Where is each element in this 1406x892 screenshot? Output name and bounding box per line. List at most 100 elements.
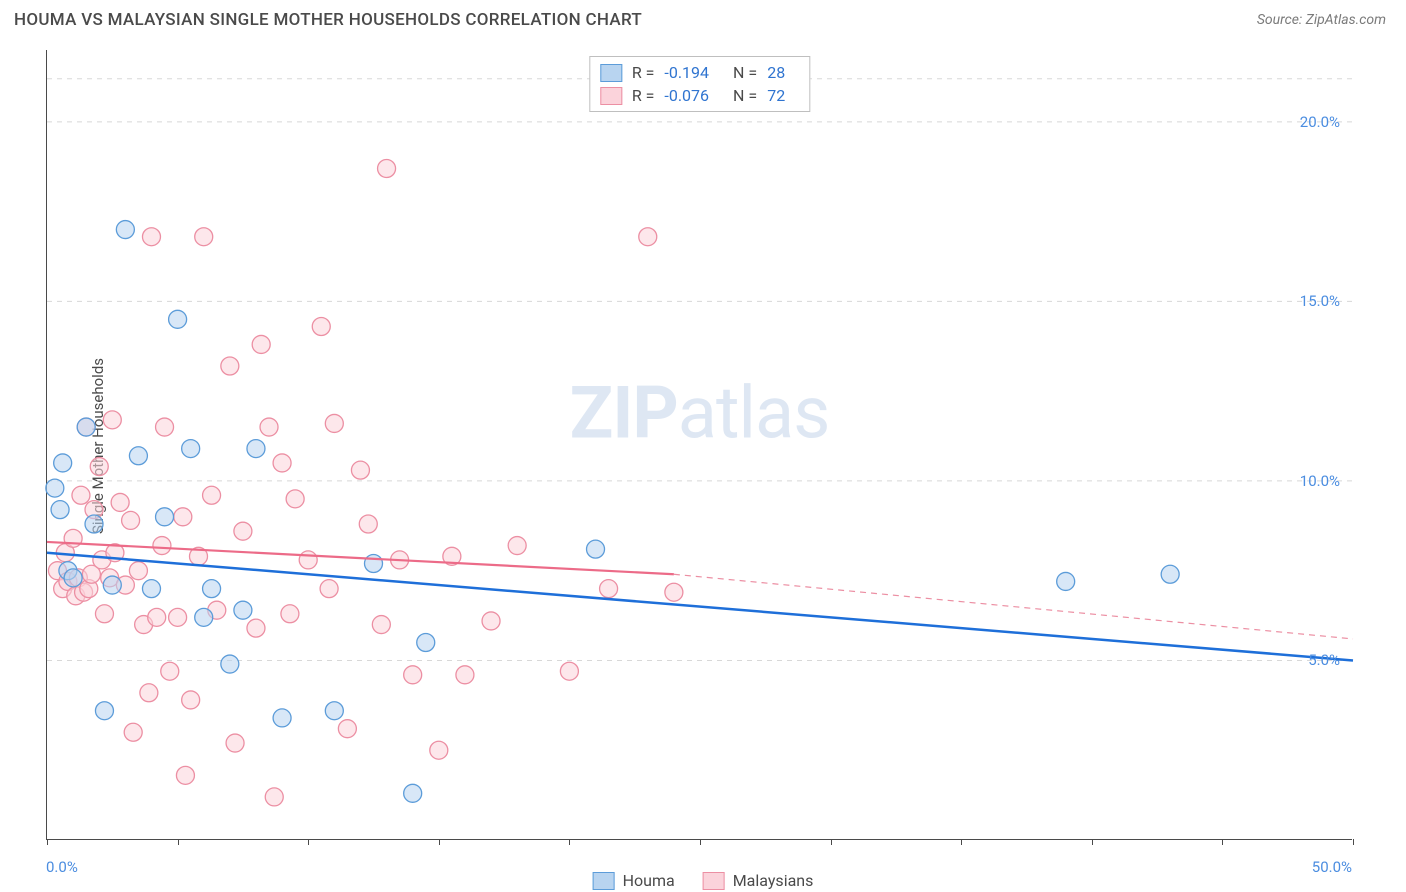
data-point bbox=[1057, 572, 1075, 590]
legend-row-malaysians: R = -0.076 N = 72 bbox=[600, 84, 799, 107]
data-point bbox=[404, 784, 422, 802]
data-point bbox=[320, 580, 338, 598]
chart-plot-area: ZIPatlas R = -0.194 N = 28 R = -0.076 N … bbox=[46, 50, 1352, 840]
data-point bbox=[587, 540, 605, 558]
data-point bbox=[148, 608, 166, 626]
data-point bbox=[247, 440, 265, 458]
data-point bbox=[54, 454, 72, 472]
data-point bbox=[129, 562, 147, 580]
data-point bbox=[286, 490, 304, 508]
data-point bbox=[639, 228, 657, 246]
data-point bbox=[77, 418, 95, 436]
data-point bbox=[116, 221, 134, 239]
data-point bbox=[234, 601, 252, 619]
data-point bbox=[281, 605, 299, 623]
x-tick bbox=[1353, 839, 1354, 845]
data-point bbox=[169, 608, 187, 626]
data-point bbox=[404, 666, 422, 684]
data-point bbox=[182, 691, 200, 709]
legend-item-malaysians: Malaysians bbox=[703, 871, 814, 890]
data-point bbox=[372, 616, 390, 634]
series-legend: Houma Malaysians bbox=[593, 871, 814, 890]
data-point bbox=[161, 662, 179, 680]
y-tick-label: 15.0% bbox=[1300, 292, 1340, 310]
data-point bbox=[482, 612, 500, 630]
swatch-houma-bottom bbox=[593, 872, 615, 890]
data-point bbox=[103, 411, 121, 429]
correlation-legend: R = -0.194 N = 28 R = -0.076 N = 72 bbox=[589, 56, 810, 112]
data-point bbox=[1161, 565, 1179, 583]
data-point bbox=[365, 555, 383, 573]
data-point bbox=[95, 605, 113, 623]
n-label-malaysians: N = bbox=[733, 86, 757, 105]
x-tick bbox=[47, 839, 48, 845]
trend-line bbox=[674, 574, 1353, 639]
data-point bbox=[156, 508, 174, 526]
x-tick bbox=[1222, 839, 1223, 845]
legend-row-houma: R = -0.194 N = 28 bbox=[600, 61, 799, 84]
data-point bbox=[351, 461, 369, 479]
data-point bbox=[182, 440, 200, 458]
swatch-houma bbox=[600, 64, 622, 82]
x-tick bbox=[439, 839, 440, 845]
data-point bbox=[203, 580, 221, 598]
r-value-malaysians: -0.076 bbox=[664, 86, 709, 105]
data-point bbox=[600, 580, 618, 598]
swatch-malaysians-bottom bbox=[703, 872, 725, 890]
data-point bbox=[312, 318, 330, 336]
y-tick-label: 10.0% bbox=[1300, 472, 1340, 490]
r-value-houma: -0.194 bbox=[664, 63, 709, 82]
n-value-houma: 28 bbox=[767, 63, 785, 82]
n-label-houma: N = bbox=[733, 63, 757, 82]
legend-item-houma: Houma bbox=[593, 871, 675, 890]
x-min-label: 0.0% bbox=[46, 858, 78, 876]
data-point bbox=[64, 569, 82, 587]
data-point bbox=[176, 766, 194, 784]
data-point bbox=[359, 515, 377, 533]
data-point bbox=[195, 228, 213, 246]
data-point bbox=[273, 709, 291, 727]
r-label-malaysians: R = bbox=[632, 86, 655, 105]
x-tick bbox=[178, 839, 179, 845]
x-max-label: 50.0% bbox=[1312, 858, 1352, 876]
data-point bbox=[174, 508, 192, 526]
data-point bbox=[124, 723, 142, 741]
data-point bbox=[560, 662, 578, 680]
legend-label-houma: Houma bbox=[623, 871, 675, 890]
x-tick bbox=[961, 839, 962, 845]
data-point bbox=[142, 228, 160, 246]
data-point bbox=[195, 608, 213, 626]
data-point bbox=[156, 418, 174, 436]
data-point bbox=[140, 684, 158, 702]
data-point bbox=[325, 702, 343, 720]
data-point bbox=[226, 734, 244, 752]
data-point bbox=[265, 788, 283, 806]
data-point bbox=[221, 655, 239, 673]
x-tick bbox=[308, 839, 309, 845]
r-label-houma: R = bbox=[632, 63, 655, 82]
scatter-svg bbox=[47, 50, 1352, 839]
data-point bbox=[85, 515, 103, 533]
data-point bbox=[111, 493, 129, 511]
data-point bbox=[325, 414, 343, 432]
data-point bbox=[456, 666, 474, 684]
data-point bbox=[103, 576, 121, 594]
data-point bbox=[122, 511, 140, 529]
data-point bbox=[72, 486, 90, 504]
x-tick bbox=[700, 839, 701, 845]
data-point bbox=[299, 551, 317, 569]
data-point bbox=[95, 702, 113, 720]
data-point bbox=[338, 720, 356, 738]
data-point bbox=[153, 537, 171, 555]
swatch-malaysians bbox=[600, 87, 622, 105]
source-label: Source: ZipAtlas.com bbox=[1257, 12, 1386, 28]
data-point bbox=[221, 357, 239, 375]
x-tick bbox=[569, 839, 570, 845]
data-point bbox=[90, 458, 108, 476]
data-point bbox=[260, 418, 278, 436]
data-point bbox=[430, 741, 448, 759]
data-point bbox=[508, 537, 526, 555]
y-tick-label: 5.0% bbox=[1308, 651, 1340, 669]
data-point bbox=[142, 580, 160, 598]
chart-title: HOUMA VS MALAYSIAN SINGLE MOTHER HOUSEHO… bbox=[14, 10, 642, 30]
